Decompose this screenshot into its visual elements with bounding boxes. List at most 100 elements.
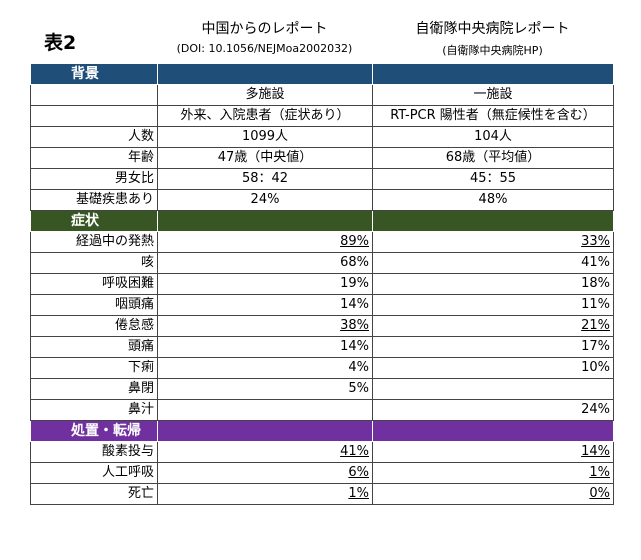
cell-value: 17% <box>581 339 610 354</box>
cell-value: 104人 <box>474 129 512 144</box>
section-row: 処置・転帰 <box>30 420 614 442</box>
cell-value: 68% <box>340 255 369 270</box>
value-cell: 33% <box>372 231 614 253</box>
value-cell: 68歳（平均値） <box>372 147 614 169</box>
value-cell: 多施設 <box>157 84 373 106</box>
data-row: 人工呼吸 6% 1% <box>30 462 614 484</box>
value-cell: 41% <box>157 441 373 463</box>
data-row: 鼻閉 5% <box>30 378 614 400</box>
cell-value: 10% <box>581 360 610 375</box>
cell-value: 19% <box>340 276 369 291</box>
row-label-cell: 経過中の発熱 <box>30 231 158 253</box>
value-cell: 24% <box>157 189 373 211</box>
row-label-cell <box>30 105 158 127</box>
data-row: 経過中の発熱 89% 33% <box>30 231 614 253</box>
value-cell: 45：55 <box>372 168 614 190</box>
row-label: 下痢 <box>127 360 154 375</box>
value-cell: 外来、入院患者（症状あり） <box>157 105 373 127</box>
value-cell: 11% <box>372 294 614 316</box>
cell-value: 5% <box>348 381 369 396</box>
row-label: 経過中の発熱 <box>75 234 154 249</box>
data-row: 人数 1099人 104人 <box>30 126 614 148</box>
row-label: 倦怠感 <box>114 318 154 333</box>
value-cell: 6% <box>157 462 373 484</box>
value-cell: 47歳（中央値） <box>157 147 373 169</box>
cell-value: 48% <box>478 192 508 207</box>
row-label: 頭痛 <box>127 339 154 354</box>
cell-value: 6% <box>348 465 369 480</box>
table-title: 表2 <box>44 32 77 54</box>
column-header: 自衛隊中央病院レポート <box>415 21 570 37</box>
row-label: 鼻閉 <box>127 381 154 396</box>
data-row: 年齢 47歳（中央値） 68歳（平均値） <box>30 147 614 169</box>
row-label-cell: 頭痛 <box>30 336 158 358</box>
value-cell: 1% <box>157 483 373 505</box>
data-row: 男女比 58：42 45：55 <box>30 168 614 190</box>
cell-value: RT-PCR 陽性者（無症候性を含む） <box>390 108 596 123</box>
value-cell: 21% <box>372 315 614 337</box>
row-label: 死亡 <box>127 486 154 501</box>
section-row: 症状 <box>30 210 614 232</box>
data-row: 下痢 4% 10% <box>30 357 614 379</box>
value-cell: 1% <box>372 462 614 484</box>
row-label-cell: 鼻閉 <box>30 378 158 400</box>
section-title: 背景 <box>71 66 99 82</box>
section-title: 処置・転帰 <box>71 423 141 439</box>
row-label-cell: 咳 <box>30 252 158 274</box>
cell-value: 1% <box>348 486 369 501</box>
section-cell <box>157 420 373 442</box>
table-body: 背景多施設 一施設外来、入院患者（症状あり） RT-PCR 陽性者（無症候性を含む）… <box>30 63 614 505</box>
cell-value: 38% <box>340 318 369 333</box>
data-row: 倦怠感 38% 21% <box>30 315 614 337</box>
section-cell: 背景 <box>30 63 158 85</box>
column-source: (自衛隊中央病院HP) <box>442 44 543 57</box>
cell-value: 41% <box>581 255 610 270</box>
cell-value: 58：42 <box>241 171 289 186</box>
cell-value: 89% <box>340 234 369 249</box>
cell-value: 41% <box>340 444 369 459</box>
data-row: 酸素投与 41% 14% <box>30 441 614 463</box>
value-cell: 一施設 <box>372 84 614 106</box>
row-label-cell: 死亡 <box>30 483 158 505</box>
cell-value: 18% <box>581 276 610 291</box>
value-cell: 24% <box>372 399 614 421</box>
cell-value: 1% <box>589 465 610 480</box>
section-cell <box>157 210 373 232</box>
value-cell: 0% <box>372 483 614 505</box>
value-cell: 14% <box>372 441 614 463</box>
row-label: 咽頭痛 <box>114 297 154 312</box>
row-label: 呼吸困難 <box>101 276 154 291</box>
section-title: 症状 <box>71 213 99 229</box>
value-cell: 58：42 <box>157 168 373 190</box>
row-label: 鼻汁 <box>127 402 154 417</box>
cell-value: 4% <box>348 360 369 375</box>
value-cell: 104人 <box>372 126 614 148</box>
cell-value: 14% <box>340 297 369 312</box>
data-row: 死亡 1% 0% <box>30 483 614 505</box>
column-header: 中国からのレポート <box>201 21 328 37</box>
row-label: 男女比 <box>114 171 154 186</box>
data-table: 背景多施設 一施設外来、入院患者（症状あり） RT-PCR 陽性者（無症候性を含む）… <box>30 63 614 505</box>
value-cell: 41% <box>372 252 614 274</box>
value-cell: 89% <box>157 231 373 253</box>
row-label-cell: 咽頭痛 <box>30 294 158 316</box>
row-label: 人数 <box>127 129 154 144</box>
row-label-cell: 基礎疾患あり <box>30 189 158 211</box>
row-label-cell: 人工呼吸 <box>30 462 158 484</box>
data-row: 鼻汁 24% <box>30 399 614 421</box>
section-cell: 処置・転帰 <box>30 420 158 442</box>
cell-value: 0% <box>589 486 610 501</box>
cell-value: 11% <box>581 297 610 312</box>
section-cell <box>372 63 614 85</box>
value-cell: 5% <box>157 378 373 400</box>
row-label-cell: 鼻汁 <box>30 399 158 421</box>
data-row: 咽頭痛 14% 11% <box>30 294 614 316</box>
cell-value: 45：55 <box>469 171 517 186</box>
value-cell: 19% <box>157 273 373 295</box>
value-cell: 48% <box>372 189 614 211</box>
value-cell <box>157 399 373 421</box>
cell-value: 外来、入院患者（症状あり） <box>180 108 350 123</box>
section-cell <box>372 210 614 232</box>
cell-value: 14% <box>340 339 369 354</box>
